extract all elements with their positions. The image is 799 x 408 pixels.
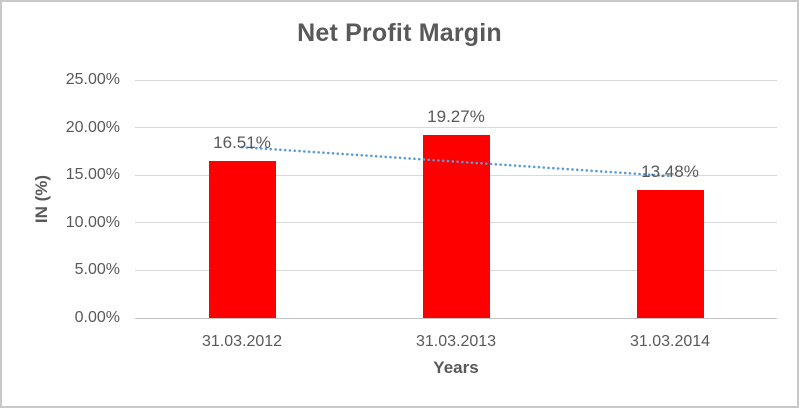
data-label: 13.48% bbox=[641, 161, 699, 181]
bar bbox=[208, 160, 276, 318]
data-label: 19.27% bbox=[427, 106, 485, 126]
x-tick-label: 31.03.2012 bbox=[201, 333, 283, 350]
data-label: 16.51% bbox=[213, 132, 271, 152]
y-tick-label: 25.00% bbox=[65, 71, 120, 88]
gridline bbox=[135, 79, 777, 81]
y-tick-label: 15.00% bbox=[65, 166, 120, 184]
y-tick-label: 10.00% bbox=[65, 213, 120, 231]
x-tick-label: 31.03.2014 bbox=[629, 333, 711, 350]
y-tick-label: 20.00% bbox=[65, 118, 120, 136]
gridline bbox=[135, 317, 777, 319]
bar bbox=[636, 189, 704, 318]
gridline bbox=[135, 127, 777, 129]
y-tick-label: 0.00% bbox=[74, 309, 120, 326]
chart-title: Net Profit Margin bbox=[297, 19, 502, 47]
y-tick-label: 5.00% bbox=[74, 261, 120, 279]
x-axis-title: Years bbox=[433, 358, 479, 377]
bar bbox=[422, 134, 490, 318]
x-tick-label: 31.03.2013 bbox=[415, 333, 497, 350]
